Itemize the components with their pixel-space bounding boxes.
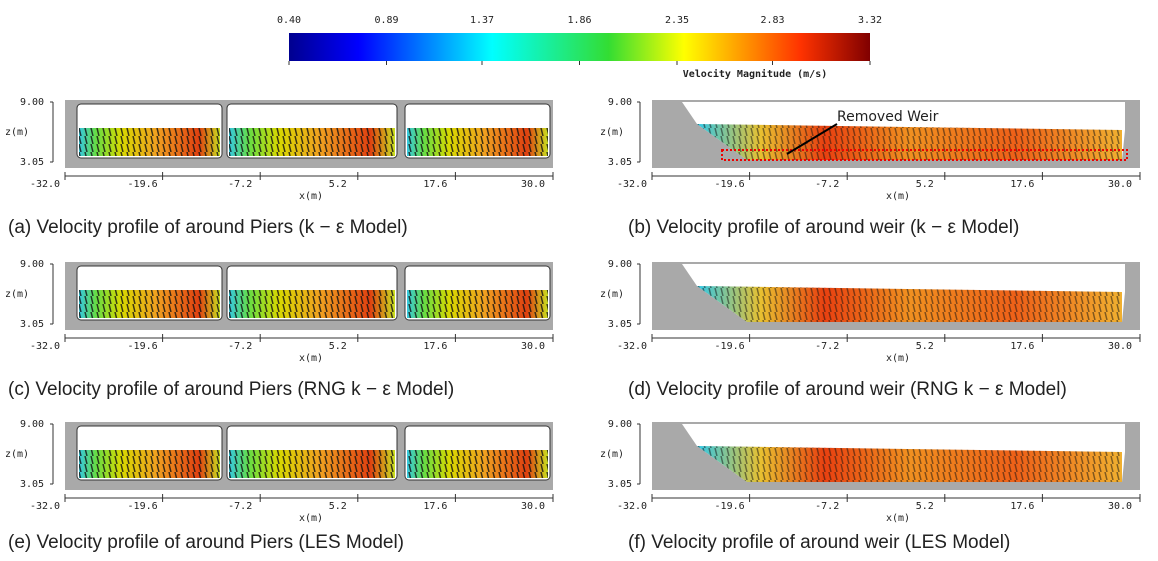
caption: (b) Velocity profile of around weir (k −… — [628, 217, 1019, 238]
caption: (e) Velocity profile of around Piers (LE… — [8, 532, 404, 553]
x-tick-label: 30.0 — [521, 341, 545, 352]
velocity-vectors — [229, 128, 395, 156]
velocity-vectors — [229, 290, 395, 318]
x-tick-label: 5.2 — [916, 501, 934, 512]
y-tick-label: 3.05 — [20, 157, 44, 168]
y-label: z(m) — [5, 127, 29, 138]
x-tick-label: 17.6 — [423, 341, 447, 352]
velocity-vectors — [697, 446, 1122, 482]
x-tick-label: -32.0 — [30, 501, 60, 512]
colorbar-tick-label: 0.40 — [277, 15, 301, 26]
x-tick-label: -7.2 — [228, 179, 252, 190]
x-tick-label: 30.0 — [521, 501, 545, 512]
y-tick-label: 9.00 — [608, 97, 632, 108]
annotation: Removed Weir — [837, 109, 939, 125]
x-tick-label: -7.2 — [815, 501, 839, 512]
colorbar-tick-label: 1.86 — [567, 15, 591, 26]
x-tick-label: 17.6 — [423, 501, 447, 512]
colorbar-label: Velocity Magnitude (m/s) — [683, 68, 828, 80]
y-label: z(m) — [600, 449, 624, 460]
y-tick-label: 3.05 — [608, 319, 632, 330]
velocity-vectors — [407, 128, 548, 156]
y-label: z(m) — [5, 289, 29, 300]
x-tick-label: -7.2 — [815, 341, 839, 352]
colorbar-tick-label: 2.83 — [760, 15, 784, 26]
x-tick-label: 5.2 — [329, 341, 347, 352]
removed-weir-box — [721, 149, 1128, 161]
x-tick-label: 17.6 — [1010, 179, 1034, 190]
x-tick-label: -32.0 — [617, 341, 647, 352]
y-label: z(m) — [5, 449, 29, 460]
velocity-vectors — [697, 124, 1122, 160]
x-tick-label: 30.0 — [521, 179, 545, 190]
y-tick-label: 9.00 — [608, 259, 632, 270]
velocity-vectors — [407, 450, 548, 478]
x-label: x(m) — [299, 353, 323, 364]
x-tick-label: -19.6 — [715, 501, 745, 512]
x-tick-label: -32.0 — [617, 501, 647, 512]
colorbar — [289, 33, 870, 61]
caption: (d) Velocity profile of around weir (RNG… — [628, 379, 1067, 400]
caption: (f) Velocity profile of around weir (LES… — [628, 532, 1010, 553]
y-tick-label: 3.05 — [20, 479, 44, 490]
colorbar-tick-label: 3.32 — [858, 15, 882, 26]
x-tick-label: 5.2 — [916, 179, 934, 190]
x-label: x(m) — [886, 513, 910, 524]
x-tick-label: -32.0 — [617, 179, 647, 190]
x-tick-label: -7.2 — [228, 341, 252, 352]
x-tick-label: 5.2 — [916, 341, 934, 352]
caption: (c) Velocity profile of around Piers (RN… — [8, 379, 454, 400]
x-tick-label: 30.0 — [1108, 341, 1132, 352]
y-label: z(m) — [600, 127, 624, 138]
annotation-arrow — [786, 123, 838, 155]
x-tick-label: -19.6 — [128, 179, 158, 190]
y-label: z(m) — [600, 289, 624, 300]
x-tick-label: -7.2 — [228, 501, 252, 512]
x-tick-label: 30.0 — [1108, 501, 1132, 512]
velocity-vectors — [79, 450, 220, 478]
y-tick-label: 9.00 — [20, 419, 44, 430]
y-tick-label: 3.05 — [20, 319, 44, 330]
velocity-vectors — [407, 290, 548, 318]
x-tick-label: -32.0 — [30, 341, 60, 352]
colorbar-tick-label: 1.37 — [470, 15, 494, 26]
y-tick-label: 3.05 — [608, 479, 632, 490]
x-tick-label: -19.6 — [715, 179, 745, 190]
x-tick-label: -19.6 — [128, 501, 158, 512]
velocity-vectors — [79, 290, 220, 318]
x-tick-label: -32.0 — [30, 179, 60, 190]
velocity-vectors — [79, 128, 220, 156]
x-tick-label: -7.2 — [815, 179, 839, 190]
x-tick-label: 5.2 — [329, 179, 347, 190]
y-tick-label: 9.00 — [20, 259, 44, 270]
y-tick-label: 9.00 — [608, 419, 632, 430]
x-label: x(m) — [299, 513, 323, 524]
x-tick-label: 17.6 — [1010, 341, 1034, 352]
x-tick-label: 30.0 — [1108, 179, 1132, 190]
caption: (a) Velocity profile of around Piers (k … — [8, 217, 408, 238]
y-tick-label: 9.00 — [20, 97, 44, 108]
x-label: x(m) — [886, 191, 910, 202]
x-tick-label: 17.6 — [1010, 501, 1034, 512]
x-label: x(m) — [886, 353, 910, 364]
y-tick-label: 3.05 — [608, 157, 632, 168]
x-label: x(m) — [299, 191, 323, 202]
x-tick-label: 17.6 — [423, 179, 447, 190]
colorbar-tick-label: 2.35 — [665, 15, 689, 26]
x-tick-label: 5.2 — [329, 501, 347, 512]
colorbar-tick-label: 0.89 — [374, 15, 398, 26]
x-tick-label: -19.6 — [128, 341, 158, 352]
velocity-vectors — [229, 450, 395, 478]
x-tick-label: -19.6 — [715, 341, 745, 352]
velocity-vectors — [697, 286, 1122, 322]
